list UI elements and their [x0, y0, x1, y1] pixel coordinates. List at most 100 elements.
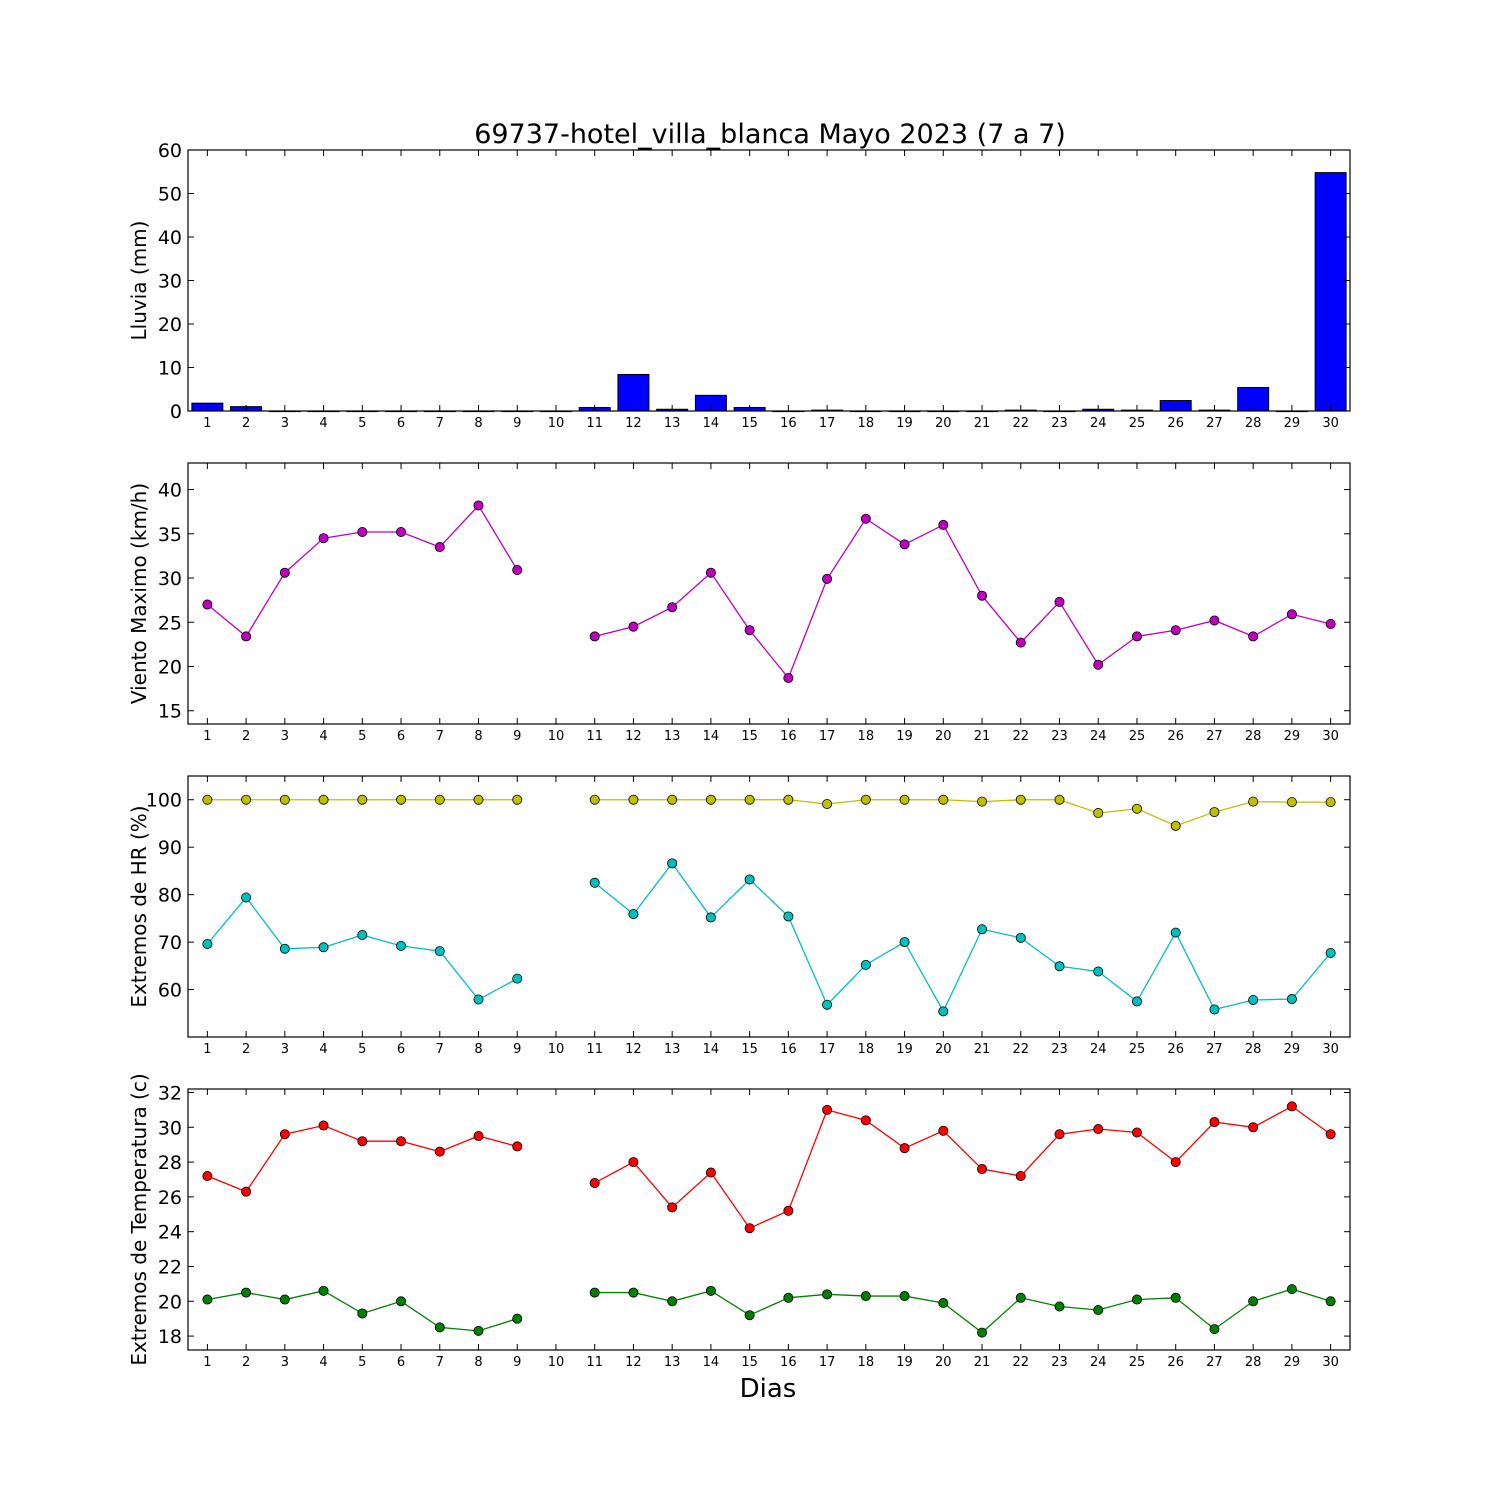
y-tick-label: 20: [158, 314, 182, 336]
data-point-day-26: [1170, 927, 1181, 938]
data-point-day-9: [512, 565, 523, 576]
x-tick-label: 1: [203, 416, 211, 431]
data-point-day-19: [899, 1143, 910, 1154]
y-axis-label: Lluvia (mm): [127, 221, 151, 341]
x-tick-label: 7: [436, 416, 444, 431]
data-point-day-12: [628, 909, 639, 920]
data-point-day-7: [434, 794, 445, 805]
data-point-day-19: [899, 1291, 910, 1302]
data-point-day-14: [705, 1285, 716, 1296]
data-point-day-4: [318, 1285, 329, 1296]
x-tick-label: 30: [1322, 729, 1339, 744]
data-point-day-25: [1131, 803, 1142, 814]
data-point-day-24: [1093, 1304, 1104, 1315]
x-tick-label: 15: [741, 1042, 758, 1057]
series-line: [594, 799, 1331, 827]
data-point-day-28: [1248, 631, 1259, 642]
x-tick-label: 16: [780, 416, 797, 431]
data-point-day-19: [899, 794, 910, 805]
data-point-day-18: [860, 513, 871, 524]
data-point-day-12: [628, 621, 639, 632]
data-point-day-7: [434, 946, 445, 957]
y-tick-label: 18: [158, 1326, 182, 1348]
rain-bar-day-30: [1314, 172, 1347, 412]
x-tick-label: 18: [858, 729, 875, 744]
data-point-day-12: [628, 794, 639, 805]
data-point-day-11: [589, 794, 600, 805]
data-point-day-15: [744, 874, 755, 885]
y-axis-label: Extremos de Temperatura (c): [127, 1073, 151, 1365]
x-tick-label: 3: [281, 1042, 289, 1057]
data-point-day-3: [279, 1294, 290, 1305]
series-line: [594, 1288, 1331, 1334]
y-tick-label: 40: [158, 480, 182, 502]
data-point-day-6: [396, 1296, 407, 1307]
x-tick-label: 6: [397, 1042, 405, 1057]
data-point-day-9: [512, 973, 523, 984]
x-tick-label: 19: [896, 1355, 913, 1370]
x-tick-label: 2: [242, 1042, 250, 1057]
x-tick-label: 20: [935, 1042, 952, 1057]
data-point-day-7: [434, 1146, 445, 1157]
data-point-day-16: [783, 911, 794, 922]
x-tick-label: 29: [1284, 729, 1301, 744]
x-tick-label: 2: [242, 416, 250, 431]
panel-frame: [187, 149, 1351, 412]
data-point-day-6: [396, 527, 407, 538]
y-tick-label: 30: [158, 568, 182, 590]
panel-3-series-2: [202, 858, 1336, 1017]
x-tick-label: 25: [1129, 729, 1146, 744]
data-point-day-21: [977, 796, 988, 807]
x-tick-label: 7: [436, 1355, 444, 1370]
y-tick-label: 20: [158, 1291, 182, 1313]
x-tick-label: 21: [974, 1042, 991, 1057]
panel-4-series-1: [202, 1101, 1336, 1234]
data-point-day-29: [1286, 1284, 1297, 1295]
data-point-day-14: [705, 567, 716, 578]
x-tick-label: 26: [1167, 729, 1184, 744]
x-tick-label: 22: [1012, 1042, 1029, 1057]
data-point-day-2: [241, 1186, 252, 1197]
data-point-day-29: [1286, 797, 1297, 808]
data-point-day-26: [1170, 1157, 1181, 1168]
data-point-day-28: [1248, 796, 1259, 807]
data-point-day-23: [1054, 794, 1065, 805]
data-point-day-21: [977, 1327, 988, 1338]
x-tick-label: 28: [1245, 416, 1262, 431]
x-tick-label: 1: [203, 729, 211, 744]
x-tick-label: 17: [819, 729, 836, 744]
x-tick-label: 13: [664, 1042, 681, 1057]
data-point-day-25: [1131, 631, 1142, 642]
x-tick-label: 7: [436, 1042, 444, 1057]
y-tick-label: 26: [158, 1187, 182, 1209]
x-tick-label: 20: [935, 416, 952, 431]
data-point-day-7: [434, 542, 445, 553]
series-line: [206, 896, 518, 1001]
data-point-day-9: [512, 1141, 523, 1152]
data-point-day-16: [783, 672, 794, 683]
y-axis-label: Extremos de HR (%): [127, 805, 151, 1007]
data-point-day-23: [1054, 961, 1065, 972]
data-point-day-5: [357, 527, 368, 538]
panel-frame: [187, 775, 1351, 1038]
data-point-day-14: [705, 794, 716, 805]
data-point-day-26: [1170, 625, 1181, 636]
y-tick-label: 100: [146, 790, 182, 812]
x-tick-label: 26: [1167, 416, 1184, 431]
panel-3-series-1: [202, 794, 1336, 831]
data-point-day-4: [318, 1120, 329, 1131]
y-tick-label: 20: [158, 656, 182, 678]
data-point-day-30: [1325, 1296, 1336, 1307]
x-tick-label: 14: [703, 729, 720, 744]
y-tick-label: 32: [158, 1082, 182, 1104]
x-tick-label: 8: [474, 1355, 482, 1370]
series-line: [594, 1105, 1332, 1230]
data-point-day-8: [473, 1130, 484, 1141]
x-tick-label: 26: [1167, 1355, 1184, 1370]
x-tick-label: 11: [586, 1355, 603, 1370]
data-point-day-6: [396, 794, 407, 805]
data-point-day-25: [1131, 996, 1142, 1007]
data-point-day-28: [1248, 1296, 1259, 1307]
